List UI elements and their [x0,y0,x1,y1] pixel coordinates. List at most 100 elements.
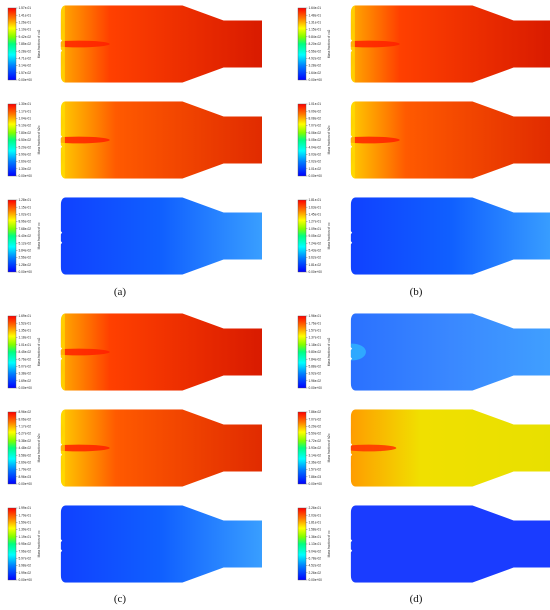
colorbar-tick-label: 5.07e-02 [19,365,32,369]
contour-field [60,101,262,179]
colorbar-tick-label: 2.02e-02 [309,160,322,164]
colorbar-tick-label: 3.58e-02 [19,453,32,457]
colorbar-tick-label: 6.50e-02 [19,138,32,142]
colorbar-tick-label: 1.63e-01 [309,205,322,209]
colorbar-tick-label: 6.56e-02 [309,49,322,53]
contour-panel-b-co: 1.81e-01 1.63e-01 1.45e-01 1.27e-01 1.09e-01… [297,197,550,275]
colorbar-tick-label: 7.84e-02 [309,357,322,361]
colorbar-tick-label: 1.81e-01 [309,198,322,202]
colorbar [7,411,17,485]
caption-c: (c) [113,593,127,605]
colorbar-tick-label: 7.86e-02 [309,410,322,414]
colorbar-tick-label: 1.57e-02 [309,468,322,472]
colorbar-tick-label: 0.00e+00 [19,174,33,178]
colorbar [7,199,17,273]
colorbar-tick-label: 1.39e-01 [19,528,32,532]
colorbar-tick-label: 3.03e-02 [309,153,322,157]
colorbar-tick-label: 1.18e-01 [19,336,32,340]
colorbar-tick-label: 9.95e-02 [19,542,32,546]
colorbar-tick-label: 1.69e-02 [19,379,32,383]
colorbar-tick-label: 5.05e-02 [309,138,322,142]
colorbar-title: Mass fraction of h2o [327,125,331,154]
colorbar-tick-label: 7.80e-02 [19,131,32,135]
colorbar-tick-label: 0.00e+00 [19,482,33,486]
colorbar-tick-label: 4.92e-02 [309,57,322,61]
colorbar-tick-label: 8.96e-02 [19,220,32,224]
colorbar [297,507,307,581]
caption-a: (a) [113,286,127,298]
colorbar-tick-label: 5.12e-02 [19,241,32,245]
colorbar-tick-label: 6.40e-02 [19,234,32,238]
colorbar [297,411,307,485]
colorbar-tick-label: 1.28e-02 [19,263,32,267]
colorbar-tick-label: 1.04e-01 [19,117,32,121]
colorbar-tick-label: 1.57e-02 [19,71,32,75]
colorbar-tick-label: 1.02e-01 [19,213,32,217]
colorbar-tick-label: 1.01e-01 [19,343,32,347]
colorbar-tick-label: 2.60e-02 [19,160,32,164]
colorbar-tick-label: 1.31e-01 [309,21,322,25]
colorbar-tick-label: 1.57e-01 [309,329,322,333]
colorbar-tick-label: 0.00e+00 [19,78,33,82]
colorbar-tick-label: 1.19e-01 [19,535,32,539]
contour-panel-b-co2: 1.64e-01 1.48e-01 1.31e-01 1.15e-01 9.84e-02… [297,5,550,83]
colorbar-tick-label: 6.27e-02 [19,432,32,436]
contour-panel-d-h2o_mid: 7.86e-02 7.07e-02 6.29e-02 5.50e-02 4.72e-02… [297,409,550,487]
colorbar-tick-label: 1.28e-01 [19,198,32,202]
colorbar-tick-label: 0.00e+00 [19,270,33,274]
contour-panel-a-co: 1.28e-01 1.15e-01 1.02e-01 8.96e-02 7.68e-02… [7,197,262,275]
colorbar-tick-label: 1.79e-01 [19,513,32,517]
colorbar-tick-label: 8.45e-02 [19,350,32,354]
contour-field [350,505,550,583]
colorbar-tick-label: 8.96e-03 [19,475,32,479]
colorbar-tick-label: 9.05e-02 [309,234,322,238]
contour-field [60,197,262,275]
colorbar-tick-label: 2.69e-02 [19,461,32,465]
colorbar-title: Mass fraction of co [37,222,41,249]
contour-panel-c-h2o: 8.96e-02 8.06e-02 7.17e-02 6.27e-02 5.38e-02… [7,409,262,487]
contour-panel-d-co_small: 2.26e-01 2.03e-01 1.81e-01 1.58e-01 1.36e-01… [297,505,550,583]
colorbar-tick-label: 3.98e-02 [19,564,32,568]
contour-panel-c-co: 1.99e-01 1.79e-01 1.59e-01 1.39e-01 1.19e-01… [7,505,262,583]
colorbar-tick-label: 3.92e-02 [309,372,322,376]
colorbar-title: Mass fraction of co [327,222,331,249]
caption-d: (d) [409,593,423,605]
colorbar-tick-label: 1.96e-01 [309,314,322,318]
contour-field [350,197,550,275]
colorbar-tick-label: 1.58e-01 [309,528,322,532]
colorbar-tick-label: 9.80e-02 [309,350,322,354]
contour-panel-c-co2: 1.69e-01 1.52e-01 1.35e-01 1.18e-01 1.01e-01… [7,313,262,391]
colorbar-tick-label: 7.07e-02 [309,417,322,421]
colorbar [7,507,17,581]
colorbar-title: Mass fraction of h2o [37,125,41,154]
colorbar-tick-label: 1.64e-02 [309,71,322,75]
colorbar-tick-label: 7.07e-02 [309,124,322,128]
colorbar-tick-label: 1.59e-01 [19,521,32,525]
colorbar-title: Mass fraction of co2 [37,338,41,367]
colorbar-tick-label: 9.09e-02 [309,109,322,113]
colorbar-tick-label: 1.18e-01 [309,343,322,347]
colorbar-tick-label: 1.41e-01 [19,13,32,17]
colorbar-tick-label: 4.48e-02 [19,446,32,450]
colorbar-tick-label: 1.45e-01 [309,213,322,217]
colorbar-tick-label: 4.72e-02 [309,439,322,443]
colorbar-tick-label: 1.09e-01 [309,227,322,231]
colorbar-tick-label: 2.03e-01 [309,513,322,517]
colorbar-tick-label: 4.04e-02 [309,145,322,149]
colorbar-tick-label: 9.84e-02 [309,35,322,39]
colorbar-tick-label: 5.50e-02 [309,432,322,436]
colorbar-tick-label: 6.28e-02 [19,49,32,53]
colorbar-tick-label: 8.96e-02 [19,410,32,414]
colorbar-tick-label: 0.00e+00 [19,386,33,390]
colorbar-tick-label: 5.88e-02 [309,365,322,369]
colorbar-tick-label: 1.27e-01 [309,220,322,224]
colorbar-tick-label: 1.26e-01 [19,21,32,25]
colorbar-tick-label: 7.86e-03 [309,475,322,479]
colorbar-tick-label: 3.62e-02 [309,256,322,260]
colorbar-tick-label: 0.00e+00 [19,578,33,582]
colorbar-tick-label: 1.10e-01 [19,28,32,32]
colorbar-tick-label: 1.01e-01 [309,102,322,106]
colorbar-tick-label: 1.30e-01 [19,102,32,106]
colorbar-tick-label: 3.28e-02 [309,64,322,68]
contour-field [60,313,262,391]
